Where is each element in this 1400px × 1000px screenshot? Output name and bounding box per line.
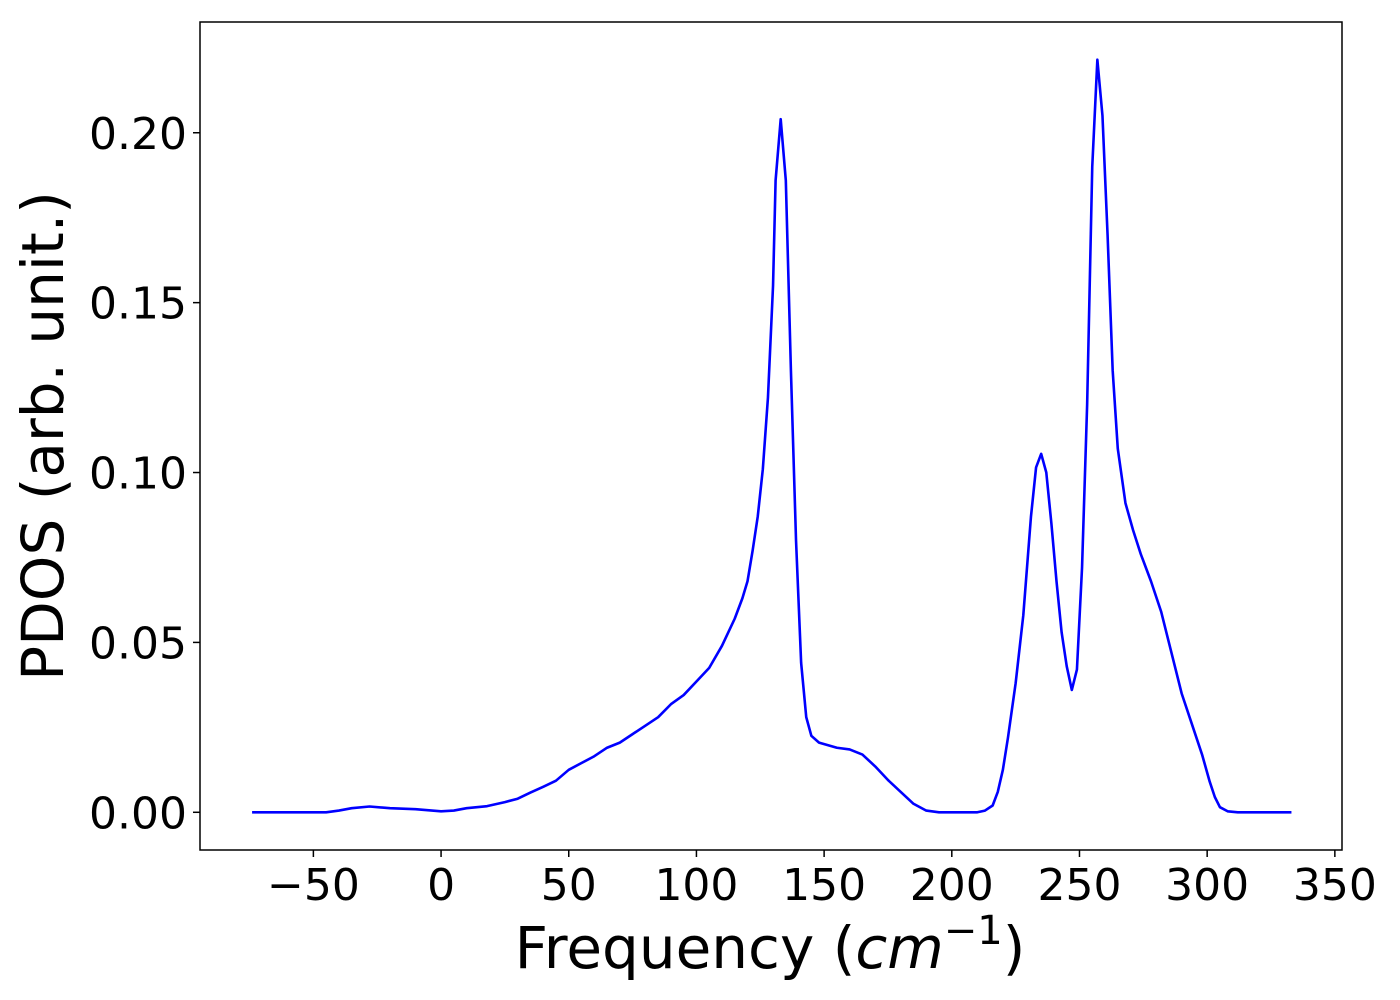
y-tick-label: 0.15 <box>89 279 187 330</box>
x-tick-label: 50 <box>541 860 597 911</box>
x-tick-label: 350 <box>1293 860 1377 911</box>
x-tick-label: 150 <box>782 860 866 911</box>
x-label-part: cm <box>855 914 943 982</box>
y-tick-label: 0.05 <box>89 618 187 669</box>
x-label-part: ) <box>1003 914 1026 982</box>
x-tick-label: 200 <box>910 860 994 911</box>
x-tick-label: −50 <box>267 860 360 911</box>
y-tick-label: 0.00 <box>89 788 187 839</box>
x-tick-label: 300 <box>1165 860 1249 911</box>
x-axis-label: Frequency (cm−1) <box>515 908 1026 982</box>
x-label-part: −1 <box>944 908 1003 954</box>
x-tick-label: 250 <box>1037 860 1121 911</box>
x-tick-label: 100 <box>654 860 738 911</box>
x-tick-label: 0 <box>427 860 455 911</box>
y-tick-label: 0.10 <box>89 449 187 500</box>
plot-frame <box>199 21 1343 851</box>
data-line <box>252 58 1292 814</box>
x-label-part: Frequency ( <box>515 914 856 982</box>
y-tick-label: 0.20 <box>89 109 187 160</box>
y-axis-label: PDOS (arb. unit.) <box>9 191 77 681</box>
